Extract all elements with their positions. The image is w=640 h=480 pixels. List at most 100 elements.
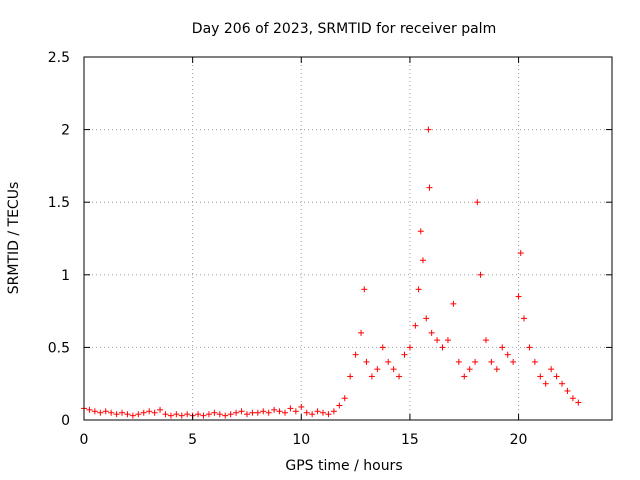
data-point [184,411,191,418]
data-point [200,412,207,419]
data-point [281,409,288,416]
y-tick-label: 0.5 [48,340,70,356]
x-tick-label: 5 [188,432,197,448]
data-point [504,351,511,358]
grid-layer [84,57,612,420]
data-point [425,126,432,133]
data-point [162,411,169,418]
data-point [569,395,576,402]
data-point [396,373,403,380]
y-axis-label: SRMTID / TECUs [6,182,22,295]
data-point [466,366,473,373]
data-point [412,322,419,329]
data-point [309,411,316,418]
data-point [325,411,332,418]
data-point [564,387,571,394]
data-point [238,408,245,415]
data-point [488,358,495,365]
data-point [265,409,272,416]
chart-title: Day 206 of 2023, SRMTID for receiver pal… [192,21,496,37]
data-point [423,315,430,322]
data-point [352,351,359,358]
data-point [385,358,392,365]
data-point [146,408,153,415]
data-point [434,337,441,344]
data-point [455,358,462,365]
data-point [108,409,115,416]
data-point [314,408,321,415]
data-point [358,329,365,336]
data-point [521,315,527,322]
data-point [205,411,212,418]
data-point [439,344,446,351]
points-layer [81,126,582,419]
data-point [526,344,533,351]
data-point [368,373,375,380]
data-point [86,406,93,413]
data-point [444,337,451,344]
y-tick-label: 1 [61,268,70,284]
data-point [140,409,147,416]
data-point [151,409,158,416]
data-point [537,373,544,380]
plot-frame [83,56,613,421]
data-point [195,411,202,418]
data-point [361,286,368,293]
data-point [406,344,413,351]
data-point [97,409,104,416]
data-point [472,358,479,365]
data-point [548,366,555,373]
data-point [243,411,250,418]
data-point [124,411,131,418]
data-point [227,411,234,418]
data-point [260,408,267,415]
data-point [559,380,566,387]
data-point [211,409,218,416]
data-point [216,411,223,418]
data-point [254,409,261,416]
data-point [575,399,582,406]
data-point [298,403,305,410]
data-point [222,412,229,419]
data-point [477,271,484,278]
data-point [292,408,299,415]
data-point [276,408,283,415]
data-point [379,344,386,351]
y-tick-label: 0 [61,413,70,429]
data-point [91,408,98,415]
data-point [363,358,370,365]
data-point [401,351,408,358]
data-point [450,300,457,307]
data-point [320,409,327,416]
data-point [428,329,435,336]
data-point [287,405,294,412]
data-point [474,199,481,206]
data-point [499,344,506,351]
data-point [233,409,240,416]
data-point [531,358,538,365]
data-point [119,409,126,416]
data-point [102,408,109,415]
data-point [330,408,337,415]
data-point [482,337,489,344]
x-axis-label: GPS time / hours [285,458,402,474]
data-point [303,409,310,416]
data-point [426,184,433,191]
data-point [493,366,500,373]
x-tick-label: 0 [80,432,89,448]
data-point [341,395,348,402]
data-point [553,373,560,380]
data-point [374,366,381,373]
x-tick-label: 20 [510,432,528,448]
data-point [271,406,278,413]
ticks-layer: 0 5 10 15 20 0 0.5 1 1.5 2 2.5 [48,50,612,448]
data-point [167,412,174,419]
data-point [135,411,142,418]
data-point [129,412,136,419]
data-point [390,366,397,373]
y-tick-label: 2.5 [48,50,70,66]
x-tick-label: 15 [401,432,419,448]
data-point [542,380,549,387]
data-point [515,293,522,300]
